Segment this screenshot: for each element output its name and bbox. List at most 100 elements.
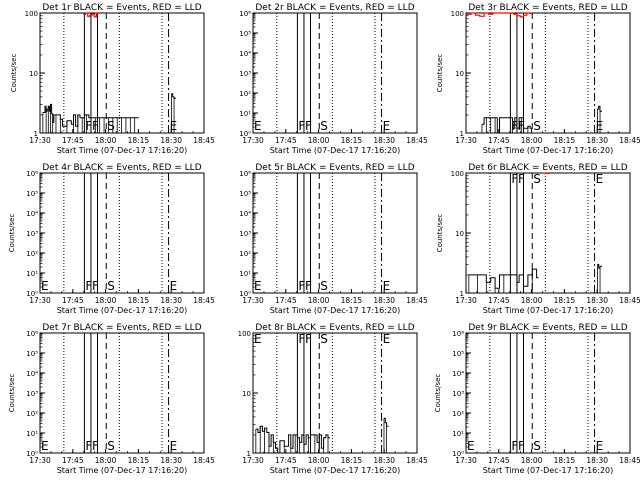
panel-title: Det 4r BLACK = Events, RED = LLD — [42, 163, 201, 173]
orbit-start-marker: E — [254, 119, 262, 133]
x-tick-label: 18:15 — [341, 456, 363, 465]
flare-marker-label: F — [305, 332, 312, 346]
y-tick-label: 10¹ — [26, 430, 38, 438]
saa-end-marker: E — [383, 332, 391, 346]
flare-marker-label: F — [305, 279, 312, 293]
x-tick-label: 18:30 — [373, 136, 395, 145]
x-axis-label: Start Time (07-Dec-17 17:16:20) — [270, 306, 401, 315]
x-tick-label: 17:30 — [29, 456, 51, 465]
panel-det-1: Det 1r BLACK = Events, RED = LLD 1 10 100 Co… — [10, 3, 215, 155]
y-tick-label: 10⁵ — [452, 350, 464, 358]
y-axis-label: Counts/sec — [8, 374, 16, 413]
y-tick-label: 10⁵ — [239, 30, 251, 38]
x-tick-label: 18:15 — [128, 296, 150, 305]
y-tick-label: 10² — [26, 250, 38, 258]
events-series — [384, 417, 389, 427]
x-tick-label: 17:30 — [455, 296, 477, 305]
x-axis-label: Start Time (07-Dec-17 17:16:20) — [270, 466, 401, 475]
x-tick-label: 18:30 — [586, 456, 608, 465]
x-tick-label: 18:45 — [193, 136, 215, 145]
plot-frame — [39, 172, 205, 294]
x-axis-label: Start Time (07-Dec-17 17:16:20) — [483, 466, 614, 475]
x-tick-label: 17:30 — [242, 296, 264, 305]
y-tick-label: 10⁵ — [26, 190, 38, 198]
flare-marker-label: F — [518, 172, 525, 186]
x-tick-label: 17:30 — [455, 456, 477, 465]
saa-end-marker: E — [596, 119, 604, 133]
x-tick-label: 18:45 — [406, 296, 428, 305]
panel-det-3: Det 3r BLACK = Events, RED = LLD 1 10 100 Co… — [436, 3, 640, 155]
x-tick-label: 17:45 — [62, 456, 84, 465]
y-axis-label: Counts/sec — [10, 54, 18, 93]
flare-marker-label: F — [518, 439, 525, 453]
y-tick-label: 1 — [247, 450, 251, 458]
saa-start-marker: S — [320, 279, 328, 293]
x-tick-label: 17:45 — [488, 456, 510, 465]
y-tick-label: 10 — [242, 390, 251, 398]
x-tick-label: 18:00 — [521, 296, 543, 305]
plot-frame — [252, 172, 418, 294]
y-tick-label: 100 — [238, 330, 251, 338]
orbit-start-marker: E — [254, 279, 262, 293]
flare-marker-label: F — [92, 439, 99, 453]
x-tick-label: 18:30 — [586, 296, 608, 305]
flare-marker-label: F — [85, 279, 92, 293]
x-tick-label: 18:15 — [554, 296, 576, 305]
x-tick-label: 17:45 — [488, 136, 510, 145]
saa-end-marker: E — [170, 439, 178, 453]
flare-marker-label: F — [85, 439, 92, 453]
flare-marker-label: F — [92, 279, 99, 293]
saa-end-marker: E — [170, 119, 178, 133]
x-tick-label: 18:15 — [341, 296, 363, 305]
x-tick-label: 18:00 — [95, 296, 117, 305]
panel-title: Det 2r BLACK = Events, RED = LLD — [255, 3, 414, 13]
panel-det-9: Det 9r BLACK = Events, RED = LLD 10⁰ 10¹ 10… — [434, 323, 640, 475]
y-axis-label: Counts/sec — [8, 214, 16, 253]
y-tick-label: 10³ — [26, 390, 38, 398]
saa-end-marker: E — [383, 279, 391, 293]
y-tick-label: 10³ — [26, 230, 38, 238]
saa-end-marker: E — [596, 439, 604, 453]
y-tick-label: 10⁶ — [26, 330, 38, 338]
y-tick-label: 10⁴ — [26, 370, 38, 378]
plot-frame — [252, 332, 418, 454]
y-tick-label: 10¹ — [452, 430, 464, 438]
saa-end-marker: E — [383, 119, 391, 133]
flare-marker-label: F — [85, 119, 92, 133]
y-tick-label: 10² — [239, 90, 251, 98]
x-tick-label: 18:45 — [619, 296, 640, 305]
y-tick-label: 1 — [34, 130, 38, 138]
y-tick-label: 10¹ — [239, 110, 251, 118]
panel-title: Det 3r BLACK = Events, RED = LLD — [468, 3, 627, 13]
panel-det-8: Det 8r BLACK = Events, RED = LLD 1 10 100 17… — [238, 323, 428, 475]
plot-frame — [252, 12, 418, 134]
x-tick-label: 17:45 — [275, 456, 297, 465]
x-tick-label: 18:30 — [373, 296, 395, 305]
flare-marker-label: F — [511, 172, 518, 186]
events-series — [468, 268, 539, 289]
x-tick-label: 18:45 — [193, 456, 215, 465]
panel-title: Det 8r BLACK = Events, RED = LLD — [255, 323, 414, 333]
events-series — [171, 93, 176, 99]
y-tick-label: 10³ — [239, 230, 251, 238]
flare-marker-label: F — [298, 119, 305, 133]
x-tick-label: 18:30 — [160, 136, 182, 145]
x-tick-label: 17:30 — [29, 136, 51, 145]
saa-start-marker: S — [320, 332, 328, 346]
y-tick-label: 10⁶ — [239, 170, 251, 178]
x-tick-label: 17:45 — [62, 136, 84, 145]
x-tick-label: 18:45 — [406, 136, 428, 145]
orbit-start-marker: E — [41, 279, 49, 293]
panel-det-4: Det 4r BLACK = Events, RED = LLD 10⁰ 10¹ 10… — [8, 163, 215, 315]
saa-end-marker: E — [596, 172, 604, 186]
flare-marker-label: F — [298, 279, 305, 293]
y-tick-label: 100 — [25, 10, 38, 18]
x-tick-label: 18:45 — [619, 456, 640, 465]
saa-start-marker: S — [107, 439, 115, 453]
saa-end-marker: E — [170, 279, 178, 293]
y-tick-label: 10⁰ — [26, 290, 38, 298]
y-tick-label: 10⁵ — [239, 190, 251, 198]
flare-marker-label: F — [511, 439, 518, 453]
plot-frame — [465, 172, 631, 294]
x-axis-label: Start Time (07-Dec-17 17:16:20) — [483, 306, 614, 315]
